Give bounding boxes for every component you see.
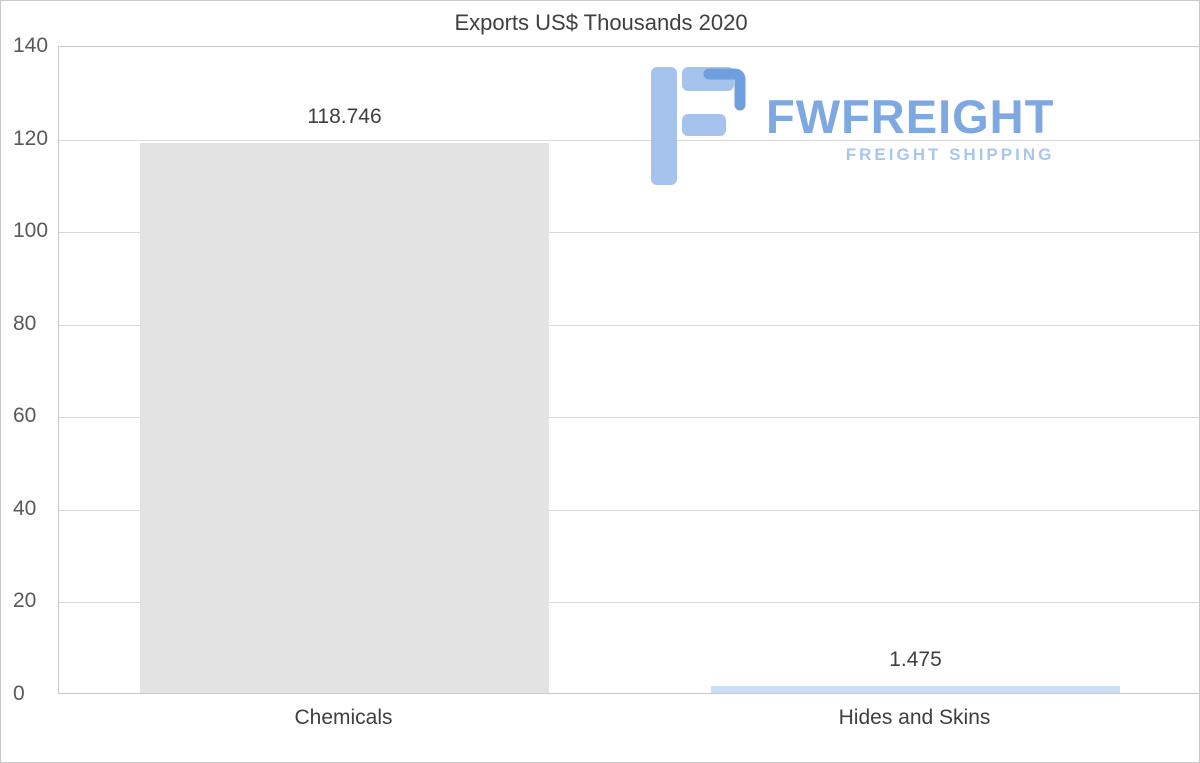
y-axis-label: 20 (13, 589, 37, 613)
fwfreight-logo-icon (651, 67, 746, 190)
y-axis-label: 40 (13, 496, 37, 520)
gridline (59, 602, 1199, 604)
chart-title: Exports US$ Thousands 2020 (454, 10, 748, 35)
logo-name: FWFREIGHT (766, 89, 1055, 143)
x-axis-label: Chemicals (294, 706, 393, 729)
y-axis-label: 100 (13, 219, 49, 243)
y-axis-label: 60 (13, 404, 37, 428)
gridline (59, 417, 1199, 419)
logo-tagline: FREIGHT SHIPPING (845, 145, 1055, 165)
y-axis-label: 0 (13, 682, 25, 706)
gridline (59, 509, 1199, 511)
gridline (59, 324, 1199, 326)
y-axis-label: 80 (13, 311, 37, 335)
fwfreight-logo: FWFREIGHT FREIGHT SHIPPING (651, 67, 1054, 190)
logo-text-wrap: FWFREIGHT FREIGHT SHIPPING (766, 89, 1055, 165)
bar (711, 686, 1120, 693)
gridline (59, 232, 1199, 234)
plot-area: 118.746 1.475 (58, 46, 1199, 694)
bar-value-label: 1.475 (889, 648, 942, 672)
y-axis-label: 140 (13, 34, 49, 58)
y-axis-label: 120 (13, 126, 49, 150)
x-axis-label: Hides and Skins (838, 706, 991, 729)
bar-value-label: 118.746 (307, 105, 382, 129)
gridline (59, 139, 1199, 141)
bar (140, 143, 549, 693)
